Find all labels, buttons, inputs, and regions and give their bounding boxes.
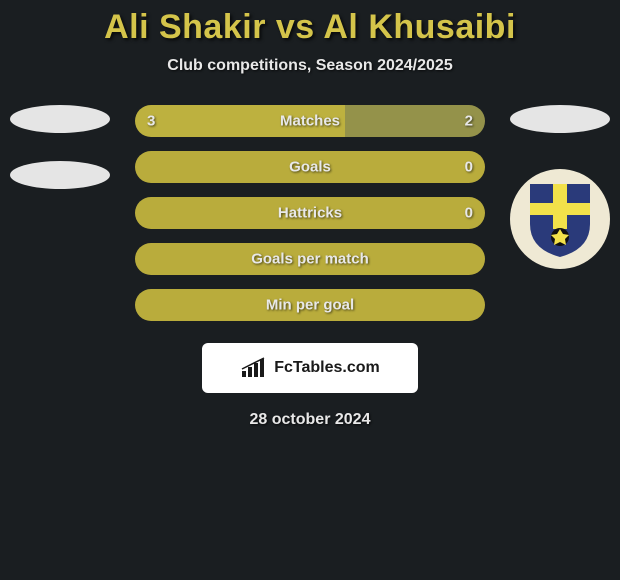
stat-row: Matches 3 2 <box>135 105 485 137</box>
footer-date: 28 october 2024 <box>0 411 620 429</box>
stat-bars: Matches 3 2 Goals 0 Hattricks 0 Goals per match… <box>135 105 485 321</box>
stat-value-right: 2 <box>465 113 473 130</box>
stat-label: Matches <box>280 113 340 130</box>
stat-value-left: 3 <box>147 113 155 130</box>
brand-label: FcTables.com <box>274 359 380 377</box>
stat-label: Goals per match <box>251 251 369 268</box>
right-team-logo <box>510 169 610 269</box>
stat-label: Min per goal <box>266 297 354 314</box>
avatar-placeholder-icon <box>510 105 610 133</box>
bar-chart-icon <box>240 357 268 379</box>
stat-row: Goals 0 <box>135 151 485 183</box>
comparison-infographic: Ali Shakir vs Al Khusaibi Club competiti… <box>0 0 620 580</box>
stat-row: Hattricks 0 <box>135 197 485 229</box>
stat-value-right: 0 <box>465 159 473 176</box>
stat-row: Goals per match <box>135 243 485 275</box>
avatar-placeholder-icon <box>10 105 110 133</box>
stat-label: Hattricks <box>278 205 342 222</box>
comparison-area: Matches 3 2 Goals 0 Hattricks 0 Goals per match… <box>0 105 620 321</box>
left-team-avatar <box>10 161 110 261</box>
avatar-placeholder-icon <box>10 161 110 189</box>
stat-row: Min per goal <box>135 289 485 321</box>
page-subtitle: Club competitions, Season 2024/2025 <box>0 57 620 75</box>
stat-value-right: 0 <box>465 205 473 222</box>
stat-label: Goals <box>289 159 331 176</box>
page-title: Ali Shakir vs Al Khusaibi <box>0 0 620 47</box>
brand-badge: FcTables.com <box>202 343 418 393</box>
shield-icon <box>525 179 595 259</box>
